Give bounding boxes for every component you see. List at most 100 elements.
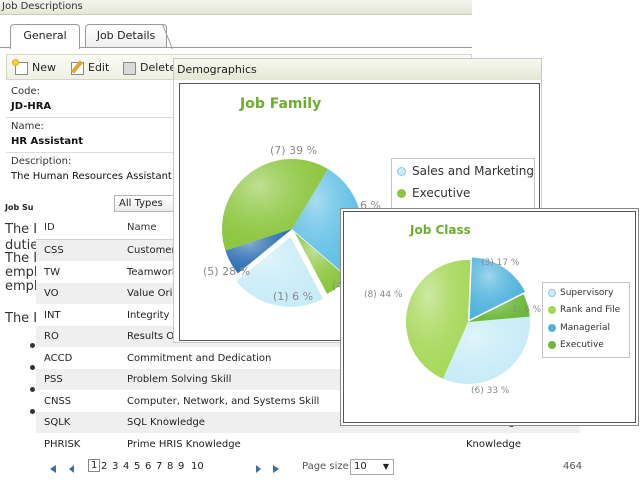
new-button[interactable]: New <box>12 58 56 77</box>
page-number[interactable]: 3 <box>112 461 119 472</box>
cell-name: Commitment and Dedication <box>127 352 272 364</box>
legend-swatch <box>397 188 406 198</box>
legend-swatch <box>548 341 556 349</box>
page-number-current[interactable]: 1 <box>88 459 101 472</box>
column-header-name[interactable]: Name <box>127 222 157 233</box>
job-family-slice-label: (5) 28 % <box>203 265 251 278</box>
job-family-slice-label: (4 <box>332 279 344 292</box>
cell-name: SQL Knowledge <box>127 417 205 428</box>
tab-general[interactable]: General <box>10 24 80 49</box>
legend-label: Supervisory <box>560 288 614 298</box>
tab-job-details[interactable]: Job Details <box>85 24 167 48</box>
dropdown-arrow-icon: ▼ <box>382 462 389 471</box>
page-size-value: 10 <box>354 461 367 472</box>
summary-text-line: The I <box>5 311 38 326</box>
description-value: The Human Resources Assistant <box>11 171 172 182</box>
tab-strip: General Job Details <box>0 16 472 49</box>
cell-id: TW <box>44 266 60 278</box>
job-class-slice-highlight <box>442 316 530 384</box>
page-number[interactable]: 8 <box>167 461 174 472</box>
cell-name: Prime HRIS Knowledge <box>127 438 241 450</box>
delete-button[interactable]: Delete <box>123 59 176 77</box>
legend-swatch <box>548 324 556 332</box>
table-row[interactable]: ACCD Commitment and Dedication <box>36 348 580 369</box>
cell-name: Computer, Network, and Systems Skill <box>127 395 320 407</box>
job-family-slice-label: (1) 6 % <box>273 290 314 303</box>
page-number[interactable]: 7 <box>156 461 163 472</box>
job-family-legend: Sales and Marketing Executive <box>391 158 535 214</box>
legend-item-supervisory: Supervisory <box>548 288 613 298</box>
job-family-slice-highlight <box>236 236 324 307</box>
bullet-marker <box>30 387 35 392</box>
edit-button-label: Edit <box>88 61 110 74</box>
job-class-slice-label: (6) 33 % <box>471 386 510 396</box>
new-button-label: New <box>32 61 56 74</box>
last-page-icon[interactable] <box>273 465 279 473</box>
page-number[interactable]: 10 <box>191 461 204 472</box>
page-number[interactable]: 9 <box>178 461 185 472</box>
page-number[interactable]: 6 <box>145 461 152 472</box>
next-page-icon[interactable] <box>256 465 261 473</box>
job-family-chart-title: Job Family <box>240 96 322 112</box>
page-number[interactable]: 2 <box>101 461 108 472</box>
first-page-icon[interactable] <box>50 465 56 473</box>
job-family-slice-label: 6 % <box>360 199 381 212</box>
legend-item-executive: Executive <box>548 340 604 350</box>
cell-id: RO <box>44 331 59 342</box>
code-label: Code: <box>11 86 40 97</box>
name-value: HR Assistant <box>11 136 84 147</box>
job-class-slice-highlight <box>468 294 530 322</box>
legend-item-executive: Executive <box>397 186 470 200</box>
job-class-slice-label: 1) 6 % <box>512 305 542 315</box>
cell-id: INT <box>44 309 61 321</box>
table-row[interactable]: CNSS Computer, Network, and Systems Skill <box>36 391 580 412</box>
legend-swatch <box>397 166 406 176</box>
previous-page-icon[interactable] <box>69 465 74 473</box>
cell-id: ACCD <box>44 352 73 364</box>
page-number[interactable]: 5 <box>134 461 141 472</box>
page-size-select[interactable]: 10 ▼ <box>350 459 394 475</box>
job-class-slice-highlight <box>406 260 471 379</box>
job-class-slice-highlight <box>469 257 526 320</box>
cell-type: Knowledge <box>466 438 521 450</box>
job-class-slice-label: (3) 17 % <box>481 258 520 268</box>
summary-text-line: The I <box>5 251 38 266</box>
cell-id: SQLK <box>44 417 71 428</box>
cell-name: Results Or <box>127 331 179 342</box>
cell-name: Problem Solving Skill <box>127 374 232 385</box>
table-row[interactable]: TW Teamwork <box>36 262 580 283</box>
job-class-slice-label: (8) 44 % <box>364 290 403 300</box>
code-value: JD-HRA <box>11 101 52 112</box>
legend-label: Managerial <box>560 323 610 333</box>
job-class-pie-chart <box>406 257 530 384</box>
legend-swatch <box>548 306 556 314</box>
tab-divider <box>0 47 472 48</box>
job-class-chart-title: Job Class <box>410 223 471 237</box>
table-row[interactable]: PHRISK Prime HRIS Knowledge Knowledge <box>36 434 580 455</box>
delete-button-label: Delete <box>140 61 177 74</box>
page-number[interactable]: 4 <box>123 461 130 472</box>
page-size-label: Page size: <box>302 461 353 472</box>
cell-name: Integrity <box>127 309 170 321</box>
edit-button[interactable]: Edit <box>71 59 109 77</box>
legend-item-sales-and-marketing: Sales and Marketing <box>397 164 534 178</box>
job-class-window: Job Class (3) 17 % (8) 44 % 1) 6 % (6) 3… <box>343 211 636 423</box>
cell-id: PHRISK <box>44 438 81 450</box>
bullet-marker <box>30 365 35 370</box>
summary-text-line: dutie <box>5 238 39 253</box>
table-row[interactable]: INT Integrity <box>36 305 580 326</box>
summary-text-line: empl <box>5 265 38 280</box>
legend-label: Rank and File <box>560 305 621 315</box>
legend-item-rank-and-file: Rank and File <box>548 305 620 315</box>
window-title: Job Descriptions <box>0 0 472 15</box>
cell-name: Teamwork <box>127 266 178 278</box>
name-label: Name: <box>11 121 44 132</box>
legend-item-managerial: Managerial <box>548 323 610 333</box>
cell-id: VO <box>44 288 59 299</box>
cell-name: Value Orie <box>127 288 179 299</box>
summary-text-line: The I <box>5 222 38 237</box>
job-summary-heading: Job Su <box>5 203 34 212</box>
cell-name: Customer <box>127 245 176 256</box>
column-header-id[interactable]: ID <box>44 222 55 233</box>
new-document-icon <box>12 58 28 75</box>
